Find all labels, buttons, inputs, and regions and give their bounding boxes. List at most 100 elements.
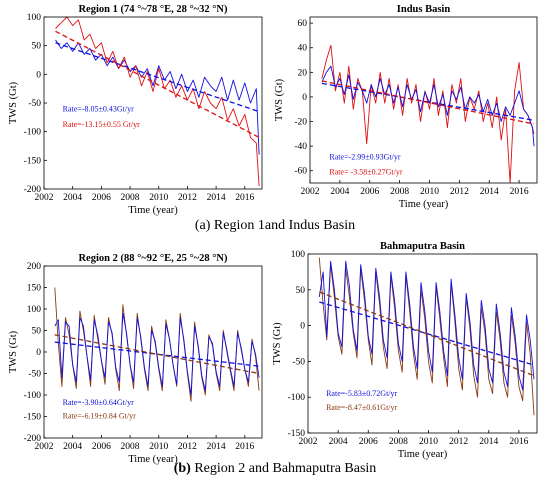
- y-tick-label: 0: [36, 348, 41, 358]
- trend-line-brown: [319, 291, 535, 377]
- y-tick-label: -200: [24, 185, 42, 195]
- x-axis-label: Time (year): [128, 205, 178, 216]
- series-line-blue: [321, 65, 535, 147]
- rate-annotation-red: Rate=-13.15±0.55 Gt/yr: [63, 120, 140, 129]
- x-tick-label: 2016: [509, 437, 528, 447]
- y-tick-label: 100: [291, 250, 306, 260]
- x-tick-label: 2014: [207, 442, 226, 452]
- y-tick-label: -50: [292, 357, 305, 367]
- y-tick-label: -60: [294, 167, 307, 177]
- caption-a: (a) Region 1and Indus Basin: [0, 218, 550, 234]
- x-tick-label: 2008: [121, 442, 140, 452]
- x-tick-label: 2010: [149, 193, 168, 203]
- x-tick-label: 2006: [360, 187, 379, 197]
- series-line-blue: [318, 260, 535, 391]
- x-tick-label: 2006: [359, 437, 378, 447]
- y-tick-label: 50: [32, 327, 42, 337]
- y-axis-label: TWS (Gt): [8, 81, 19, 124]
- chart-title: Indus Basin: [397, 4, 451, 15]
- x-tick-label: 2016: [235, 193, 254, 203]
- caption-a-text: (a) Region 1and Indus Basin: [194, 218, 356, 233]
- x-tick-label: 2006: [92, 193, 111, 203]
- y-tick-label: -100: [24, 391, 42, 401]
- rate-annotation-blue: Rate=-5.83±0.72Gt/yr: [326, 389, 397, 398]
- x-tick-label: 2008: [390, 187, 409, 197]
- trend-line-blue: [55, 42, 260, 113]
- caption-b: (b) Region 2 and Bahmaputra Basin: [0, 461, 550, 477]
- y-tick-label: -150: [24, 156, 42, 166]
- trend-line-red: [321, 80, 535, 125]
- trend-line-red: [55, 30, 260, 138]
- chart-title: Bahmaputra Basin: [380, 241, 465, 252]
- x-tick-label: 2010: [420, 187, 439, 197]
- trend-line-blue: [54, 341, 260, 367]
- x-tick-label: 2002: [301, 187, 320, 197]
- x-tick-label: 2012: [178, 442, 197, 452]
- rate-annotation-red: Rate= -3.58±0.27Gt/yr: [329, 167, 402, 176]
- y-axis-label: TWS (Gt): [274, 78, 285, 121]
- y-tick-label: 20: [298, 68, 308, 78]
- y-tick-label: 60: [298, 19, 308, 29]
- series-line-red: [321, 44, 535, 184]
- x-tick-label: 2014: [479, 437, 498, 447]
- y-tick-label: -50: [28, 370, 41, 380]
- y-tick-label: -200: [24, 434, 42, 444]
- series-line-red: [55, 16, 260, 187]
- x-tick-label: 2014: [480, 187, 499, 197]
- caption-b-text: Region 2 and Bahmaputra Basin: [190, 461, 377, 476]
- x-axis-label: Time (year): [399, 199, 449, 210]
- x-tick-label: 2004: [329, 437, 348, 447]
- rate-annotation-blue: Rate=-2.99±0.93Gt/yr: [329, 153, 400, 162]
- plot-frame: [309, 16, 538, 184]
- x-tick-label: 2014: [207, 193, 226, 203]
- y-tick-label: -150: [288, 429, 306, 439]
- x-tick-label: 2004: [63, 442, 82, 452]
- plot-frame: [307, 253, 538, 434]
- chart-title: Region 1 (74 °~78 °E, 28 °~32 °N): [78, 4, 228, 15]
- x-axis-label: Time (year): [128, 454, 178, 465]
- trend-line-blue: [319, 301, 535, 366]
- x-tick-label: 2010: [419, 437, 438, 447]
- x-axis-label: Time (year): [398, 449, 448, 460]
- x-tick-label: 2012: [178, 193, 197, 203]
- y-tick-label: 0: [36, 70, 41, 80]
- y-tick-label: 100: [27, 305, 42, 315]
- rate-annotation-brown: Rate=-6.19±0.84 Gt/yr: [63, 412, 136, 421]
- x-tick-label: 2012: [449, 437, 468, 447]
- chart-region-1: 2002 2004 2006 2008 2010 2012 2014 2016 100 50 0 -5…: [8, 4, 263, 216]
- x-tick-label: 2002: [35, 193, 54, 203]
- y-tick-label: 200: [27, 262, 42, 272]
- y-tick-label: -100: [288, 393, 306, 403]
- chart-title: Region 2 (88 °~92 °E, 25 °~28 °N): [78, 253, 228, 264]
- x-tick-label: 2002: [35, 442, 54, 452]
- y-tick-label: -100: [24, 128, 42, 138]
- chart-indus-basin: 2002 2004 2006 2008 2010 2012 2014 2016 60 40 20 0 -…: [274, 4, 538, 210]
- x-tick-label: 2016: [235, 442, 254, 452]
- x-tick-label: 2004: [63, 193, 82, 203]
- caption-b-label: (b): [173, 461, 191, 476]
- y-tick-label: -150: [24, 413, 42, 423]
- y-tick-label: 50: [32, 42, 42, 52]
- x-tick-label: 2012: [450, 187, 469, 197]
- x-tick-label: 2006: [92, 442, 111, 452]
- chart-bahmaputra-basin: 2002 2004 2006 2008 2010 2012 2014 2016 100 50 0 -5…: [272, 241, 538, 460]
- rate-annotation-brown: Rate=-8.47±0.61Gt/yr: [326, 403, 397, 412]
- x-tick-label: 2016: [510, 187, 529, 197]
- x-tick-label: 2004: [330, 187, 349, 197]
- chart-region-2: 2002 2004 2006 2008 2010 2012 2014 2016 200 150 10…: [8, 253, 263, 465]
- y-tick-label: 100: [27, 13, 42, 23]
- y-tick-label: 150: [27, 284, 42, 294]
- series-line-blue: [54, 312, 260, 396]
- y-tick-label: 0: [302, 93, 307, 103]
- series-line-brown: [318, 257, 535, 416]
- x-tick-label: 2008: [121, 193, 140, 203]
- x-tick-label: 2010: [149, 442, 168, 452]
- y-axis-label: TWS (Gt): [8, 330, 19, 373]
- y-tick-label: 40: [298, 44, 308, 54]
- x-tick-label: 2002: [299, 437, 318, 447]
- y-tick-label: -40: [294, 142, 307, 152]
- rate-annotation-blue: Rate=-8.05±0.43Gt/yr: [63, 105, 134, 114]
- y-tick-label: -20: [294, 118, 307, 128]
- trend-line-brown: [54, 334, 260, 375]
